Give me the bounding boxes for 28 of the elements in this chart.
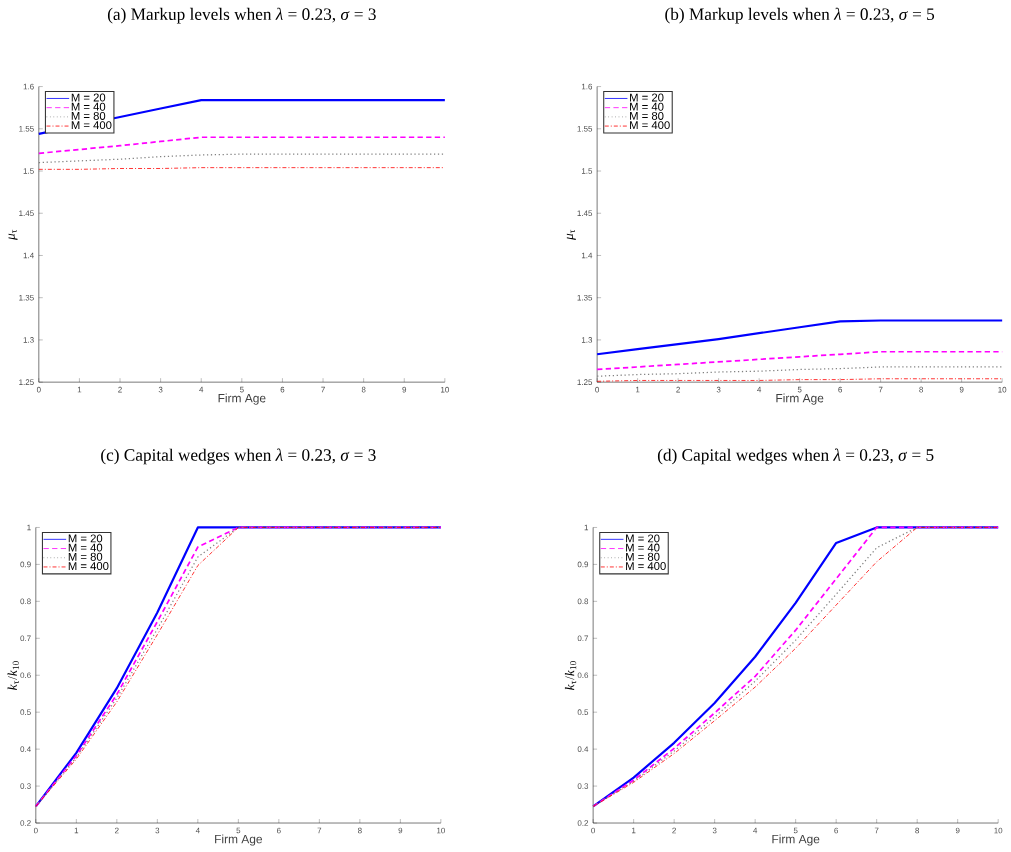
y-axis-title: μ$_{τ}$ (8, 229, 18, 240)
legend-label: M = 20 (71, 93, 106, 102)
chart-title: (c) Capital wedges when λ = 0.23, σ = 3 (101, 448, 376, 465)
legend-label: M = 400 (68, 562, 109, 571)
chart-title: (b) Markup levels when λ = 0.23, σ = 5 (665, 7, 935, 24)
legend-label: M = 400 (630, 121, 670, 130)
y-axis-title: k$_{τ}$/k$_{10}$ (564, 661, 577, 691)
legend-label: M = 400 (626, 562, 666, 571)
chart-title: (a) Markup levels when λ = 0.23, σ = 3 (107, 7, 376, 24)
legend-label: M = 40 (68, 543, 103, 552)
legend-label: M = 80 (68, 552, 103, 561)
x-axis-title: Firm Age (215, 834, 263, 846)
legend-label: M = 40 (630, 102, 664, 111)
legend-label: M = 40 (626, 543, 660, 552)
legend-label: M = 20 (68, 534, 103, 543)
legend-label: M = 20 (626, 534, 660, 543)
legend-label: M = 400 (71, 121, 112, 130)
y-axis-title: k$_{τ}$/k$_{10}$ (7, 661, 19, 691)
x-axis-title: Firm Age (218, 393, 266, 405)
legend-label: M = 80 (630, 112, 664, 120)
legend-label: M = 40 (71, 102, 106, 111)
legend-label: M = 80 (71, 112, 106, 120)
y-axis-title: μ$_{τ}$ (566, 229, 576, 240)
legend-label: M = 20 (630, 93, 664, 102)
legend-label: M = 80 (626, 552, 660, 561)
x-axis-title: Firm Age (776, 393, 824, 405)
x-axis-title: Firm Age (772, 834, 820, 846)
chart-title: (d) Capital wedges when λ = 0.23, σ = 5 (657, 448, 934, 465)
